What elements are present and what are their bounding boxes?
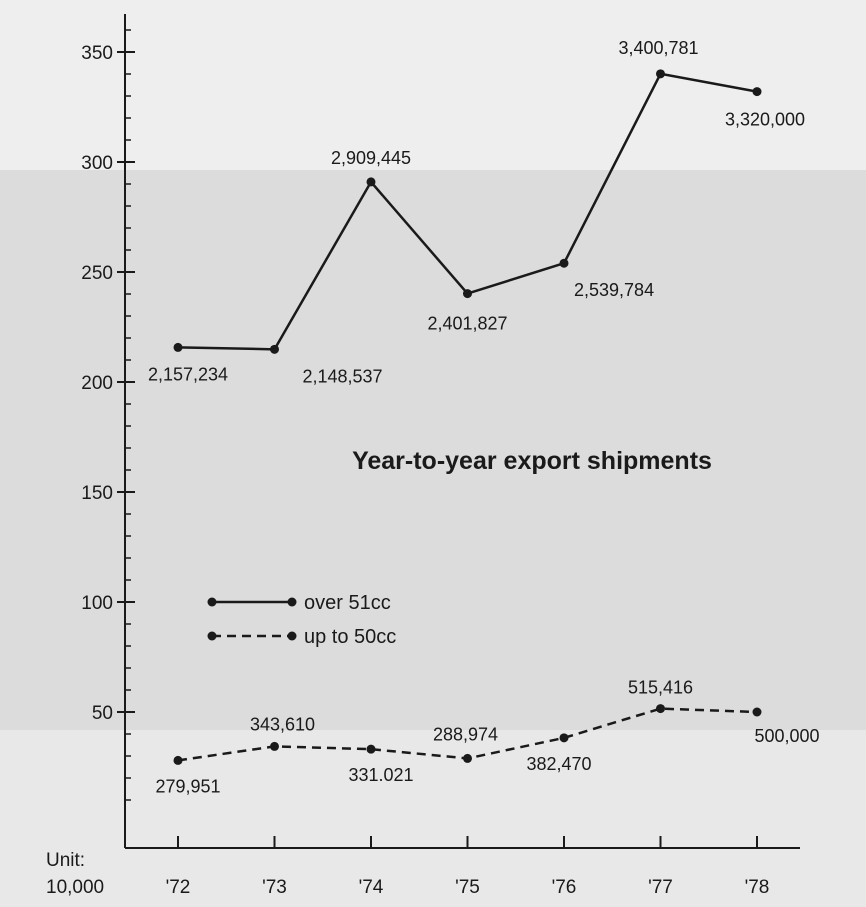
chart-data-labels: 2,157,234 2,148,537 2,909,445 2,401,827 2,53… — [148, 38, 820, 797]
chart-axes: 50 100 150 200 250 300 350 '72 '73 '74 '75 '76 '77 '7… — [81, 14, 800, 898]
legend-label: over 51cc — [304, 592, 391, 614]
y-tick-label: 150 — [81, 483, 113, 504]
data-point — [463, 289, 472, 299]
data-label: 343,610 — [250, 714, 315, 734]
data-point — [752, 707, 762, 717]
legend-label: up to 50cc — [304, 626, 396, 648]
data-label: 2,157,234 — [148, 364, 228, 384]
data-point — [366, 744, 376, 754]
legend-marker — [207, 631, 217, 641]
data-point — [270, 344, 279, 354]
data-point — [173, 755, 183, 765]
x-tick-label: '76 — [552, 877, 577, 898]
x-tick-label: '78 — [745, 877, 770, 898]
chart-title: Year-to-year export shipments — [352, 447, 712, 475]
data-label: 2,539,784 — [574, 280, 654, 300]
y-tick-label: 50 — [92, 703, 113, 724]
data-point — [656, 69, 665, 79]
x-tick-label: '73 — [262, 877, 287, 898]
x-tick-label: '77 — [648, 877, 673, 898]
y-tick-label: 250 — [81, 263, 113, 284]
data-label: 515,416 — [628, 678, 693, 698]
x-tick-label: '74 — [359, 877, 384, 898]
data-point — [559, 258, 569, 268]
series-line-over-51cc — [177, 72, 758, 351]
data-point — [173, 342, 183, 352]
y-tick-label: 100 — [81, 593, 113, 614]
x-tick-label: '72 — [166, 877, 191, 898]
data-label: 331.021 — [348, 765, 413, 785]
data-label: 288,974 — [433, 724, 498, 744]
data-label: 3,320,000 — [725, 110, 805, 130]
data-point — [463, 753, 472, 763]
legend-marker — [207, 597, 217, 607]
data-label: 2,909,445 — [331, 148, 411, 168]
data-label: 2,148,537 — [302, 366, 382, 386]
chart-series — [173, 69, 762, 765]
data-point — [366, 177, 376, 187]
data-label: 3,400,781 — [618, 38, 698, 58]
unit-label-line1: Unit: — [46, 850, 85, 871]
y-tick-label: 300 — [81, 153, 113, 174]
chart-legend: over 51cc up to 50cc — [207, 592, 396, 648]
data-point — [752, 87, 762, 97]
x-tick-label: '75 — [455, 877, 480, 898]
data-label: 500,000 — [754, 726, 819, 746]
data-point — [270, 741, 279, 751]
data-point — [656, 704, 665, 714]
unit-label-line2: 10,000 — [46, 877, 104, 898]
data-label: 382,470 — [526, 754, 591, 774]
data-label: 2,401,827 — [427, 314, 507, 334]
legend-marker — [287, 631, 297, 641]
data-point — [559, 733, 569, 743]
data-label: 279,951 — [155, 776, 220, 796]
y-tick-label: 200 — [81, 373, 113, 394]
legend-marker — [287, 597, 297, 607]
y-tick-label: 350 — [81, 43, 113, 64]
